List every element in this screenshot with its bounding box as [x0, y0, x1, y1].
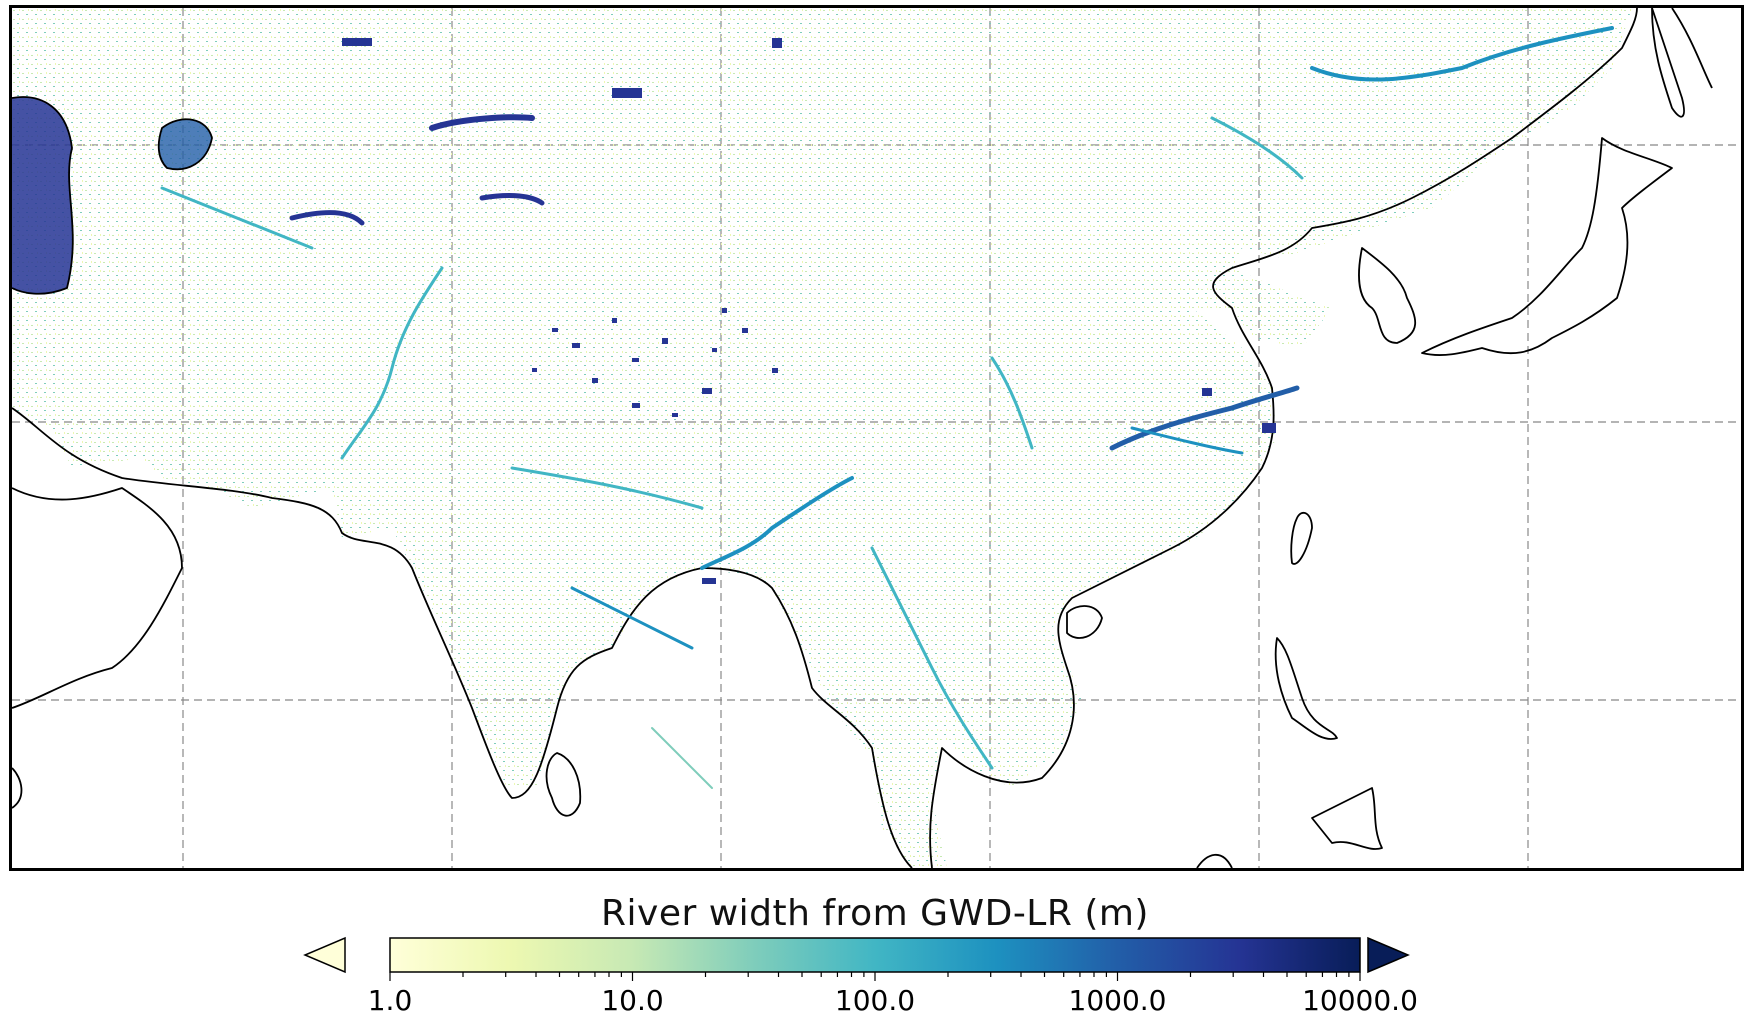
- colorbar: [303, 936, 1410, 981]
- taiwan: [1290, 511, 1313, 565]
- colorbar-tick-label: 1.0: [367, 984, 413, 1017]
- colorbar-ticks: [389, 972, 1361, 981]
- sri-lanka: [545, 752, 582, 817]
- korea-peninsula: [1358, 247, 1417, 344]
- colorbar-over-arrow: [1367, 936, 1410, 974]
- coastlines: [12, 8, 1713, 868]
- colorbar-tick-label: 10.0: [601, 984, 664, 1017]
- colorbar-tick-label: 1000.0: [1068, 984, 1167, 1017]
- arabian-peninsula: [12, 487, 183, 709]
- colorbar-title: River width from GWD-LR (m): [601, 893, 1149, 934]
- colorbar-under-arrow: [303, 936, 346, 974]
- japan-islands: [1421, 137, 1673, 356]
- map-panel: [9, 5, 1744, 871]
- hainan: [1066, 605, 1103, 639]
- colorbar-tick-label: 100.0: [834, 984, 916, 1017]
- plateau-lakes: [342, 38, 1276, 584]
- philippines-islands: [1274, 637, 1338, 740]
- asia-landmass: [12, 8, 1632, 868]
- river-width-map: [12, 8, 1741, 868]
- major-rivers: [160, 26, 1614, 789]
- colorbar-gradient: [389, 937, 1361, 973]
- colorbar-tick-label: 10000.0: [1302, 984, 1418, 1017]
